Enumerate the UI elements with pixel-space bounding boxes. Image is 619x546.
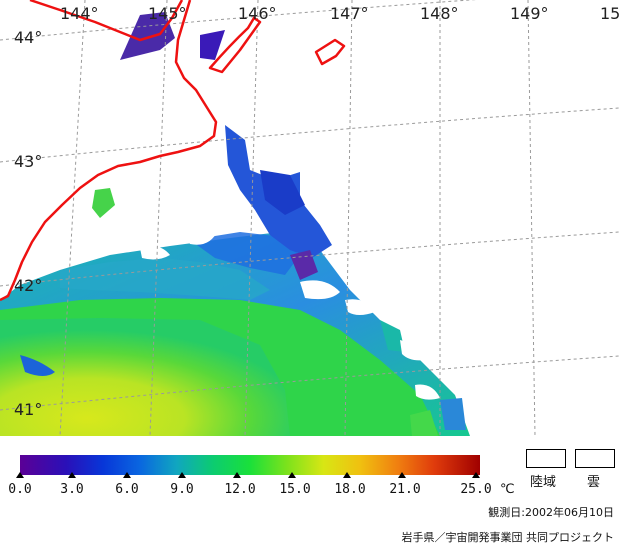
scale-label: 15.0 [279, 482, 311, 497]
temperature-unit: ℃ [500, 482, 515, 497]
cloud-label: 雲 [587, 475, 601, 490]
coastline [0, 0, 346, 302]
scale-label: 0.0 [8, 482, 32, 497]
lon-label-145: 145° [148, 4, 187, 23]
graticule [0, 0, 619, 436]
lon-label-144: 144° [60, 4, 99, 23]
sst-field [0, 12, 470, 436]
scale-label: 6.0 [115, 482, 139, 497]
temperature-color-scale [20, 455, 480, 475]
cloud-swatch [575, 449, 615, 468]
lon-label-148: 148° [420, 4, 459, 23]
sea-temperature-map: 144° 145° 146° 147° 148° 149° 15 44° 43°… [0, 0, 619, 436]
scale-label: 12.0 [224, 482, 256, 497]
lat-label-43: 43° [14, 152, 43, 171]
observation-date: 観測日:2002年06月10日 [488, 506, 614, 519]
legend: 0.0 3.0 6.0 9.0 12.0 15.0 18.0 21.0 25.0… [0, 436, 619, 546]
credit-line: 岩手県／宇宙開発事業団 共同プロジェクト [401, 531, 615, 544]
scale-tick [233, 472, 241, 478]
lon-label-147: 147° [330, 4, 369, 23]
lat-label-42: 42° [14, 276, 43, 295]
map-canvas [0, 0, 619, 436]
scale-label: 25.0 [460, 482, 492, 497]
scale-tick [16, 472, 24, 478]
scale-tick [343, 472, 351, 478]
scale-label: 18.0 [334, 482, 366, 497]
scale-label: 21.0 [389, 482, 421, 497]
scale-label: 9.0 [170, 482, 194, 497]
scale-tick [288, 472, 296, 478]
scale-tick [123, 472, 131, 478]
lon-label-149: 149° [510, 4, 549, 23]
lon-label-146: 146° [238, 4, 277, 23]
scale-tick [472, 472, 480, 478]
scale-tick [178, 472, 186, 478]
land-swatch [526, 449, 566, 468]
cloud-mask [140, 214, 440, 400]
lat-label-41: 41° [14, 400, 43, 419]
scale-label: 3.0 [60, 482, 84, 497]
lon-label-150: 15 [600, 4, 619, 23]
scale-tick [398, 472, 406, 478]
lat-label-44: 44° [14, 28, 43, 47]
land-label: 陸域 [530, 475, 557, 490]
scale-tick [68, 472, 76, 478]
